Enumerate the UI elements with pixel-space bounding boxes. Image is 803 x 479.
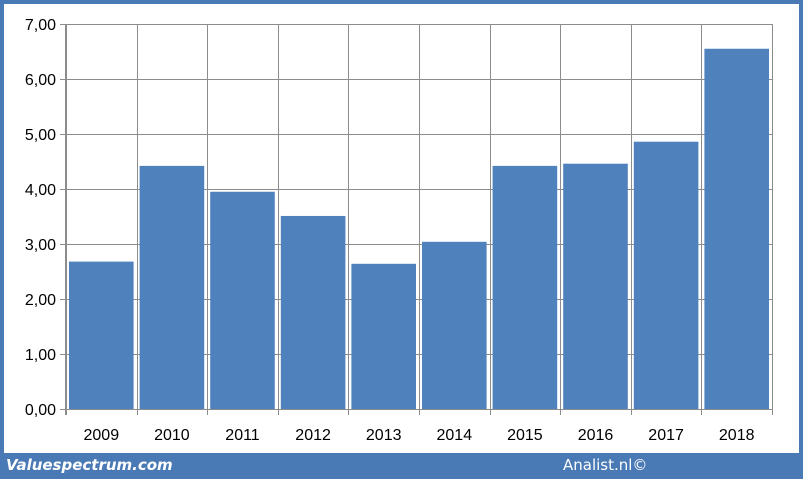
y-tick-label: 7,00 [25, 17, 56, 34]
y-tick-label: 2,00 [25, 292, 56, 309]
x-tick-label: 2009 [84, 427, 120, 444]
x-tick-label: 2012 [295, 427, 331, 444]
y-tick-label: 1,00 [25, 347, 56, 364]
x-tick-label: 2018 [719, 427, 755, 444]
y-tick-label: 4,00 [25, 182, 56, 199]
x-tick-label: 2013 [366, 427, 402, 444]
brand-analist: Analist.nl© [563, 456, 648, 474]
bar-2011 [210, 191, 275, 409]
bar-2014 [422, 241, 487, 409]
x-tick-label: 2014 [437, 427, 473, 444]
bars [69, 48, 769, 409]
x-tick-label: 2011 [225, 427, 260, 444]
bar-2016 [563, 163, 628, 409]
brand-valuespectrum: Valuespectrum.com [6, 456, 173, 474]
y-axis-ticks: 0,00 1,00 2,00 3,00 4,00 5,00 6,00 7,00 [25, 17, 56, 419]
y-tick-label: 3,00 [25, 237, 56, 254]
axes [60, 24, 773, 415]
y-tick-label: 0,00 [25, 402, 56, 419]
x-axis-ticks: 2009 2010 2011 2012 2013 2014 2015 2016 2017 2018 [84, 427, 755, 444]
x-tick-label: 2016 [578, 427, 614, 444]
x-tick-label: 2017 [648, 427, 684, 444]
bar-2010 [139, 165, 205, 409]
bar-2013 [351, 263, 416, 409]
y-tick-label: 5,00 [25, 127, 56, 144]
x-tick-label: 2015 [507, 427, 543, 444]
y-tick-label: 6,00 [25, 72, 56, 89]
bar-2018 [704, 48, 769, 409]
bar-2017 [633, 141, 699, 409]
footer-bar [0, 453, 803, 479]
bar-2009 [69, 261, 134, 409]
x-tick-label: 2010 [154, 427, 190, 444]
bar-2012 [280, 215, 346, 409]
bar-2015 [492, 165, 558, 409]
